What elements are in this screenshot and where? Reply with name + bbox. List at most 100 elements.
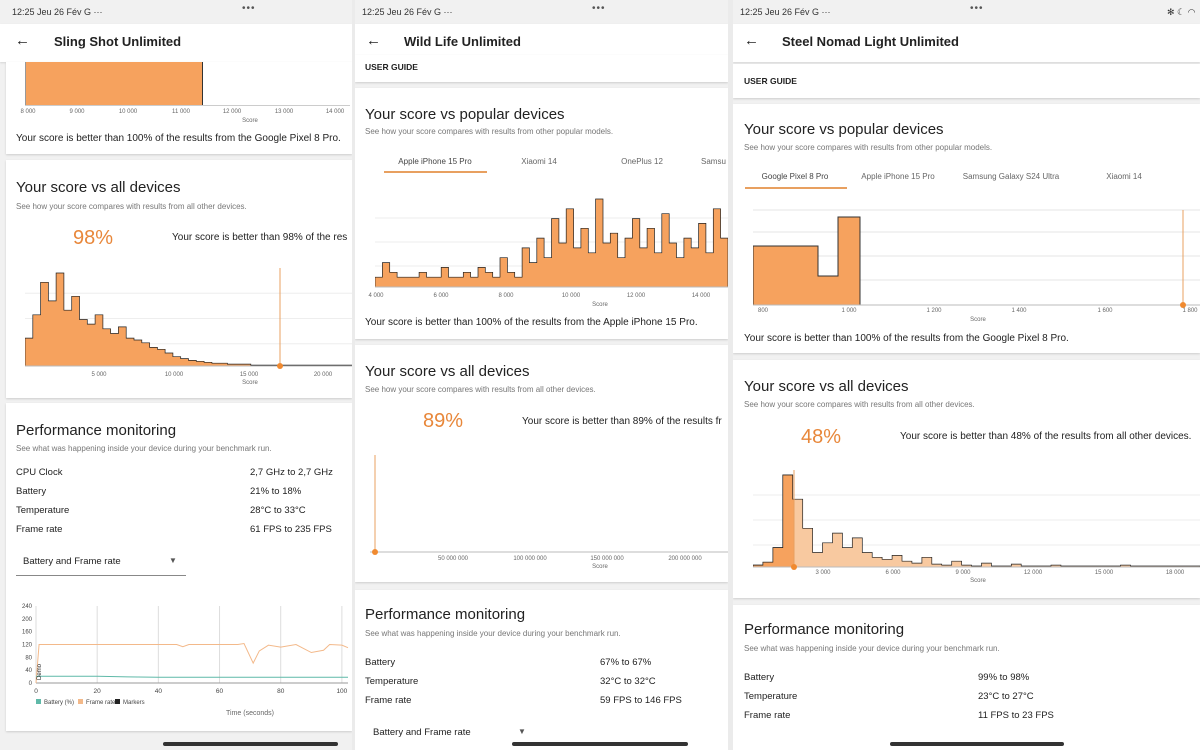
home-indicator[interactable] (890, 742, 1064, 746)
active-tab-indicator (745, 187, 847, 189)
axis-tick: 9 000 (69, 109, 85, 115)
axis-tick: 14 000 (325, 109, 345, 115)
percentile-value: 98% (73, 227, 114, 249)
app-header (0, 24, 352, 62)
section-title: Your score vs all devices (16, 179, 181, 196)
axis-tick: 9 000 (955, 570, 971, 576)
metric-label: Temperature (16, 505, 70, 516)
axis-tick: 14 000 (691, 293, 711, 299)
axis-tick: 800 (757, 308, 769, 314)
histogram-area-below-score (753, 474, 794, 568)
tab-google-pixel-8-pro[interactable]: Google Pixel 8 Pro (761, 172, 829, 181)
page-title: Sling Shot Unlimited (54, 34, 182, 49)
caret-down-icon: ▼ (518, 727, 526, 736)
back-arrow-icon[interactable]: ← (744, 32, 759, 49)
tab-xiaomi-14[interactable]: Xiaomi 14 (1106, 172, 1142, 181)
tab-xiaomi-14[interactable]: Xiaomi 14 (521, 157, 557, 166)
tab-samsung[interactable]: Samsu (701, 157, 726, 166)
menu-dots[interactable]: ••• (592, 3, 606, 14)
caret-down-icon: ▼ (169, 556, 177, 565)
axis-label: Score (970, 578, 986, 584)
user-guide-card[interactable]: USER GUIDE (733, 64, 1200, 98)
comparison-result: Your score is better than 100% of the re… (365, 317, 698, 328)
axis-tick: 5 000 (91, 372, 107, 378)
your-score-marker (791, 564, 797, 570)
y-tick: 0 (29, 681, 33, 687)
active-tab-indicator (384, 171, 487, 173)
section-title: Your score vs popular devices (365, 106, 565, 123)
axis-tick: 20 000 (313, 372, 333, 378)
section-title: Performance monitoring (16, 422, 177, 439)
all-devices-card: Your score vs all devices See how your s… (6, 160, 352, 398)
histogram-bars (753, 216, 861, 306)
popular-devices-histogram (753, 209, 1200, 308)
x-tick: 40 (155, 688, 163, 695)
comparison-result: Your score is better than 100% of the re… (16, 133, 341, 144)
back-arrow-icon[interactable]: ← (15, 32, 30, 49)
tab-samsung-galaxy-s24-ultra[interactable]: Samsung Galaxy S24 Ultra (962, 172, 1060, 181)
axis-tick: 1 800 (1182, 308, 1198, 314)
metric-value: 11 FPS to 23 FPS (978, 710, 1054, 721)
menu-dots[interactable]: ••• (970, 3, 984, 14)
axis-tick: 18 000 (1165, 570, 1185, 576)
section-subtitle: See how your score compares with results… (365, 127, 614, 136)
axis-tick: 15 000 (239, 372, 259, 378)
status-time: 12:25 Jeu 26 Fév G ··· (740, 7, 831, 17)
tab-apple-iphone-15-pro[interactable]: Apple iPhone 15 Pro (861, 172, 935, 181)
page-title: Wild Life Unlimited (404, 34, 521, 49)
axis-label: Score (242, 380, 258, 386)
axis-tick: 200 000 000 (668, 556, 702, 562)
section-title: Your score vs all devices (365, 363, 530, 380)
histogram-bar (25, 62, 203, 105)
back-arrow-icon[interactable]: ← (366, 32, 381, 49)
home-indicator[interactable] (512, 742, 688, 746)
section-subtitle: See how your score compares with results… (744, 400, 975, 409)
x-axis-label: Time (seconds) (226, 710, 274, 717)
axis-label: Score (592, 564, 608, 570)
section-subtitle: See how your score compares with results… (744, 143, 993, 152)
legend-swatch (36, 699, 41, 704)
menu-dots[interactable]: ••• (242, 3, 256, 14)
legend-swatch (115, 699, 120, 704)
chart-type-dropdown[interactable]: Battery and Frame rate ▼ (16, 548, 186, 576)
y-tick: 120 (22, 643, 33, 649)
metric-label: Frame rate (365, 695, 412, 706)
home-indicator[interactable] (163, 742, 338, 746)
axis-tick: 10 000 (561, 293, 581, 299)
metric-value: 59 FPS to 146 FPS (600, 695, 682, 706)
metric-value: 99% to 98% (978, 672, 1030, 683)
performance-card: Performance monitoring See what was happ… (355, 590, 728, 750)
section-subtitle: See how your score compares with results… (16, 202, 247, 211)
metric-value: 61 FPS to 235 FPS (250, 524, 332, 535)
percentile-text: Your score is better than 89% of the res… (522, 416, 722, 427)
metric-label: Temperature (744, 691, 798, 702)
metric-value: 32°C to 32°C (600, 676, 656, 687)
axis-tick: 15 000 (1094, 570, 1114, 576)
y-tick: 240 (22, 604, 33, 610)
all-devices-histogram (753, 470, 1200, 570)
axis-tick: 12 000 (626, 293, 646, 299)
section-title: Your score vs all devices (744, 378, 909, 395)
axis-tick: 150 000 000 (590, 556, 624, 562)
axis-tick: 1 200 (926, 308, 942, 314)
tab-apple-iphone-15-pro[interactable]: Apple iPhone 15 Pro (398, 157, 472, 166)
section-subtitle: See how your score compares with results… (365, 385, 596, 394)
legend-label: Battery (%) (44, 700, 74, 706)
tab-oneplus-12[interactable]: OnePlus 12 (621, 157, 663, 166)
percentile-value: 89% (423, 410, 464, 432)
pane-wild-life: 12:25 Jeu 26 Fév G ··· ••• ← Wild Life U… (355, 0, 728, 750)
axis-tick: 3 000 (815, 570, 831, 576)
app-header (733, 24, 1200, 62)
axis-tick: 1 400 (1011, 308, 1027, 314)
chart-type-dropdown[interactable]: Battery and Frame rate ▼ (365, 720, 535, 748)
metric-value: 28°C to 33°C (250, 505, 306, 516)
battery-line (36, 675, 348, 678)
axis-tick: 10 000 (164, 372, 184, 378)
user-guide-card[interactable]: USER GUIDE (355, 55, 728, 82)
axis-label: Score (592, 302, 608, 308)
user-guide-label: USER GUIDE (365, 62, 418, 72)
axis-tick: 11 000 (172, 109, 190, 115)
axis-tick: 8 000 (498, 293, 514, 299)
metric-value: 67% to 67% (600, 657, 652, 668)
status-time: 12:25 Jeu 26 Fév G ··· (12, 7, 103, 17)
